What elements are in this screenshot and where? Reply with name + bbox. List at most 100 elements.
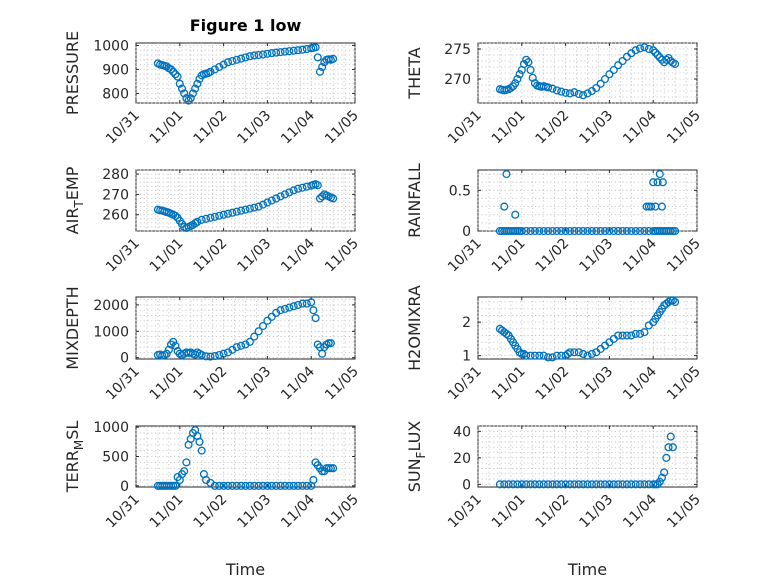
data-point	[535, 351, 544, 360]
data-point	[517, 226, 526, 236]
x-tick-label: 10/31	[445, 364, 485, 404]
x-tick-label: 11/02	[191, 492, 231, 532]
y-tick-label: 2000	[93, 298, 129, 314]
y-tick-label: 1000	[93, 324, 129, 340]
data-point	[565, 89, 575, 98]
data-point	[313, 181, 322, 190]
y-tick-label: 40	[453, 424, 471, 440]
grid-lines	[477, 170, 698, 232]
data-point	[614, 226, 623, 236]
x-axis-label: Time	[225, 560, 265, 579]
data-point	[649, 178, 658, 187]
y-tick-label: 0	[120, 479, 129, 495]
x-tick-label: 11/05	[664, 364, 704, 404]
data-point	[206, 67, 215, 76]
data-point	[263, 198, 272, 207]
data-point	[605, 480, 614, 489]
data-point	[605, 226, 614, 236]
x-tick-label: 11/03	[576, 108, 616, 148]
data-point	[177, 84, 187, 93]
data-point	[188, 89, 197, 98]
data-point	[644, 44, 653, 54]
x-tick-label: 11/03	[234, 108, 274, 148]
subplot-terr_msl: 0 500 1000 10/31 11/01 11/02 11/03 11/04 11/05 TE…	[63, 420, 362, 579]
series-points	[495, 296, 680, 362]
data-point	[614, 480, 623, 489]
data-point	[169, 337, 178, 346]
subplot-sun_flux: 0 20 40 10/31 11/01 11/02 11/03 11/04 11/05 SUNFL…	[405, 421, 704, 579]
data-point	[232, 55, 241, 64]
x-tick-label: 11/01	[147, 108, 187, 148]
series-points	[153, 298, 335, 361]
data-point	[241, 205, 250, 214]
data-point	[557, 480, 566, 489]
data-point	[622, 226, 631, 236]
data-point	[298, 299, 307, 308]
data-point	[618, 331, 627, 340]
x-tick-label: 11/02	[191, 108, 231, 148]
data-point	[636, 44, 645, 53]
data-point	[651, 48, 660, 57]
subplot-theta: 270 275 10/31 11/01 11/02 11/03 11/04 11/05 THET…	[405, 42, 704, 147]
data-point	[600, 480, 610, 489]
data-point	[289, 481, 298, 490]
x-tick-label: 10/31	[103, 108, 143, 148]
data-point	[294, 46, 303, 55]
data-point	[609, 65, 618, 75]
data-point	[583, 226, 592, 236]
data-point	[530, 480, 539, 489]
data-point	[245, 52, 254, 61]
data-point	[258, 200, 268, 209]
data-point	[219, 210, 228, 219]
data-point	[215, 211, 224, 220]
data-point	[180, 467, 189, 476]
data-point	[171, 70, 180, 79]
subplot-mixdepth: 0 1000 2000 10/31 11/01 11/02 11/03 11/04 11/05 M…	[63, 286, 362, 403]
data-point	[511, 210, 520, 219]
data-point	[315, 194, 325, 203]
data-point	[646, 202, 656, 211]
y-tick-label: 2	[462, 315, 471, 331]
axes-background	[135, 42, 356, 104]
data-point	[285, 303, 294, 312]
data-point	[636, 329, 645, 338]
data-point	[640, 226, 649, 236]
data-point	[655, 170, 664, 179]
data-point	[263, 49, 272, 58]
data-point	[210, 481, 219, 490]
x-tick-label: 11/01	[489, 492, 529, 532]
x-tick-label: 11/03	[576, 364, 616, 404]
data-point	[272, 48, 281, 57]
data-point	[662, 453, 671, 462]
data-point	[570, 88, 579, 97]
series-points	[495, 170, 680, 236]
data-point	[219, 481, 228, 490]
y-tick-label: 270	[102, 187, 129, 203]
data-point	[605, 70, 614, 79]
data-point	[245, 337, 254, 346]
data-point	[285, 188, 294, 197]
y-tick-label: 275	[444, 42, 471, 58]
data-point	[169, 67, 178, 76]
data-point	[289, 302, 298, 311]
data-point	[280, 47, 289, 56]
x-tick-label: 11/02	[533, 236, 573, 276]
data-point	[557, 87, 566, 96]
data-point	[302, 299, 311, 308]
y-tick-label: 20	[453, 451, 471, 467]
x-tick-label: 11/05	[664, 236, 704, 276]
data-point	[548, 353, 557, 362]
data-point	[223, 481, 233, 490]
data-point	[267, 481, 276, 490]
data-point	[272, 481, 281, 490]
x-tick-label: 11/02	[191, 364, 231, 404]
y-axis-label: AIRTEMP	[63, 166, 86, 234]
y-axis-label: H2OMIXRA	[405, 285, 424, 371]
data-point	[618, 226, 627, 236]
data-point	[655, 477, 664, 486]
x-tick-label: 11/05	[322, 492, 362, 532]
data-point	[668, 296, 677, 305]
data-point	[182, 94, 191, 103]
data-point	[280, 481, 289, 490]
data-point	[315, 67, 325, 76]
